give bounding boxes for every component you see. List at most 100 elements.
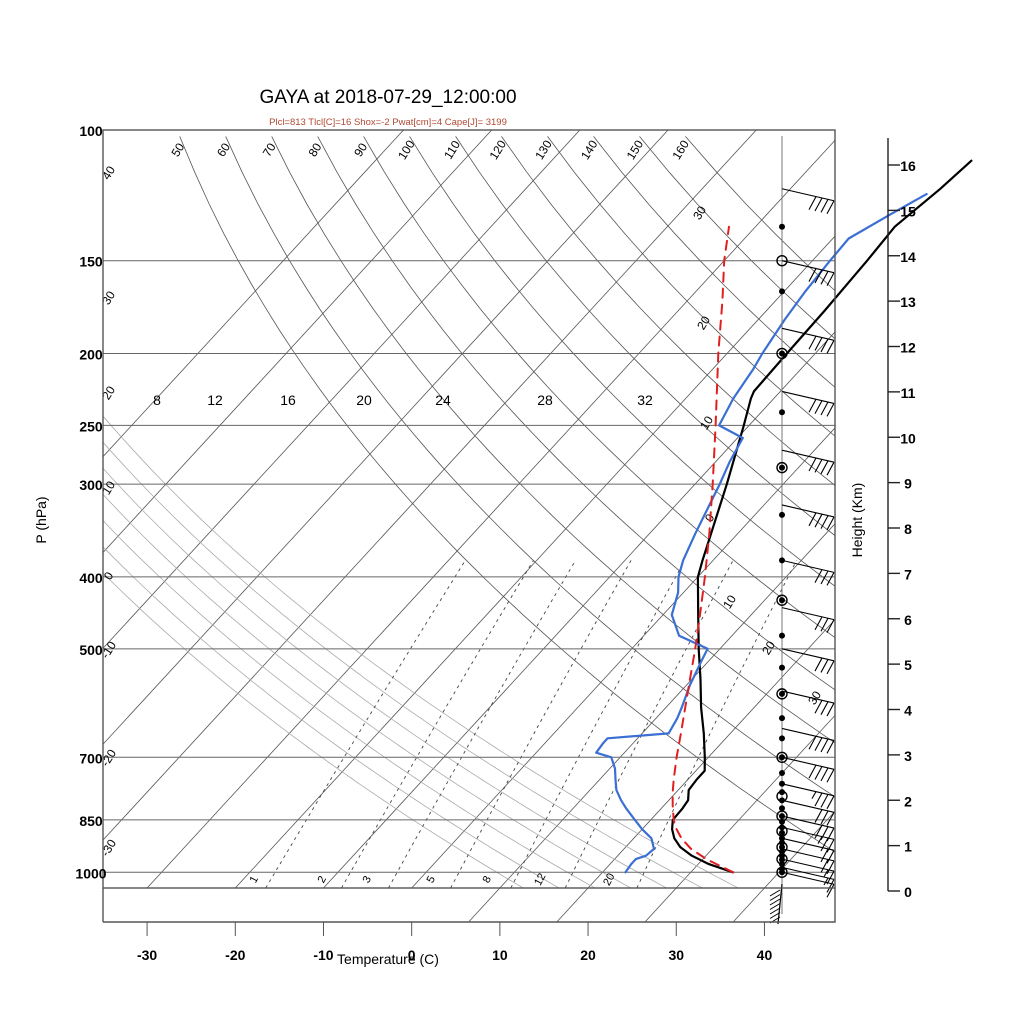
wind-level-marker: [779, 409, 785, 416]
wind-level-marker: [779, 789, 785, 796]
wind-barb: [781, 559, 835, 586]
mixing-ratio-label: 5: [425, 874, 438, 885]
wind-barb-surface: [769, 883, 783, 925]
temperature-tick-label: -30: [137, 947, 157, 963]
wind-barb: [781, 727, 835, 754]
moist-adiabat-label: 12: [207, 392, 223, 408]
pressure-tick-label: 250: [79, 418, 103, 434]
wind-level-marker: [779, 511, 785, 518]
wind-level-marker-open: [776, 853, 788, 865]
height-tick-label: 13: [900, 294, 916, 310]
height-tick-label: 5: [904, 657, 912, 673]
pressure-tick-label: 200: [79, 346, 103, 362]
wind-barb: [781, 327, 835, 354]
wind-level-marker-open: [776, 825, 788, 837]
plot-frame: [102, 129, 836, 889]
wind-barb: [781, 188, 835, 215]
moist-adiabat-label: 16: [280, 392, 296, 408]
wind-level-marker: [779, 805, 785, 812]
wind-barb: [781, 260, 835, 286]
wind-level-marker: [779, 350, 785, 357]
wind-level-marker-open: [776, 461, 788, 474]
height-tick-label: 1: [904, 839, 912, 855]
wind-level-marker: [779, 770, 785, 777]
wind-level-marker-open: [776, 790, 788, 802]
wind-level-marker-open: [776, 594, 788, 606]
wind-barb: [781, 690, 835, 717]
wind-barb: [781, 826, 835, 853]
wind-level-marker: [779, 597, 785, 604]
wind-barb: [781, 607, 835, 633]
dry-adiabat-line: [271, 136, 835, 744]
isotherm-extension: [468, 887, 501, 923]
x-axis-title: Temperature (C): [337, 951, 439, 967]
wind-barb: [781, 756, 835, 783]
height-tick-label: 3: [904, 748, 912, 764]
wind-level-marker-open: [776, 255, 788, 267]
height-tick-label: 2: [904, 793, 912, 809]
moist-adiabat-line: [103, 493, 631, 888]
wind-barb: [781, 815, 835, 842]
height-tick-label: 4: [904, 703, 912, 719]
pressure-tick-label: 700: [79, 750, 103, 766]
isotherm-extension: [556, 887, 589, 923]
wind-level-marker-open: [776, 841, 788, 853]
wind-barb: [781, 799, 835, 826]
wind-barb: [781, 837, 835, 864]
y2-axis-title: Height (Km): [849, 483, 865, 558]
height-tick-label: 7: [904, 566, 912, 582]
height-tick-label: 12: [900, 340, 916, 356]
moist-adiabat-label: 24: [435, 392, 451, 408]
mixing-ratio-line: [265, 560, 466, 888]
temperature-tick-label: 10: [492, 947, 508, 963]
dry-adiabat-line: [317, 136, 835, 691]
wind-level-marker: [779, 664, 785, 671]
isotherm-extension: [732, 887, 765, 923]
height-tick-label: 0: [904, 884, 912, 900]
dry-adiabat-line: [225, 136, 835, 798]
dry-adiabat-line: [409, 136, 835, 587]
temperature-tick-label: -10: [313, 947, 333, 963]
dry-adiabat-line: [501, 136, 835, 486]
moist-adiabat-line: [103, 415, 739, 888]
height-tick-label: 16: [900, 158, 916, 174]
temperature-tick-label: 30: [668, 947, 684, 963]
pressure-tick-label: 500: [79, 642, 103, 658]
dry-adiabat-line: [179, 136, 835, 853]
temperature-tick-label: 40: [757, 947, 773, 963]
wind-level-marker: [779, 288, 785, 295]
mixing-ratio-line: [564, 560, 734, 888]
pressure-tick-label: 150: [79, 254, 103, 270]
pressure-tick-label: 300: [79, 477, 103, 493]
wind-barb: [781, 848, 835, 875]
moist-adiabat-line: [103, 572, 524, 888]
wind-level-marker-open: [776, 810, 788, 822]
wind-level-marker-open: [776, 751, 788, 763]
plot-frame-lower: [103, 888, 836, 923]
wind-barb: [781, 858, 835, 885]
moist-adiabat-line: [103, 441, 703, 888]
wind-barb: [781, 866, 835, 893]
dry-adiabat-line: [363, 136, 835, 639]
wind-level-marker: [779, 844, 785, 851]
moist-adiabat-line: [103, 467, 667, 888]
isotherm-line: [146, 139, 835, 888]
height-tick-label: 6: [904, 612, 912, 628]
moist-adiabat-label: 32: [637, 392, 653, 408]
wind-barb: [781, 648, 835, 675]
mixing-ratio-line: [450, 560, 632, 888]
height-tick-label: 15: [900, 203, 916, 219]
mixing-ratio-line: [388, 560, 576, 888]
wind-level-marker-open: [776, 347, 788, 360]
temperature-tick-label: -20: [225, 947, 245, 963]
height-tick-label: 14: [900, 249, 916, 265]
wind-barb: [781, 504, 835, 531]
isotherm-line: [234, 235, 835, 888]
pressure-tick-label: 400: [79, 570, 103, 586]
isotherm-line: [103, 130, 581, 649]
y-axis-title: P (hPa): [33, 496, 49, 543]
wind-level-marker-open: [776, 866, 788, 878]
